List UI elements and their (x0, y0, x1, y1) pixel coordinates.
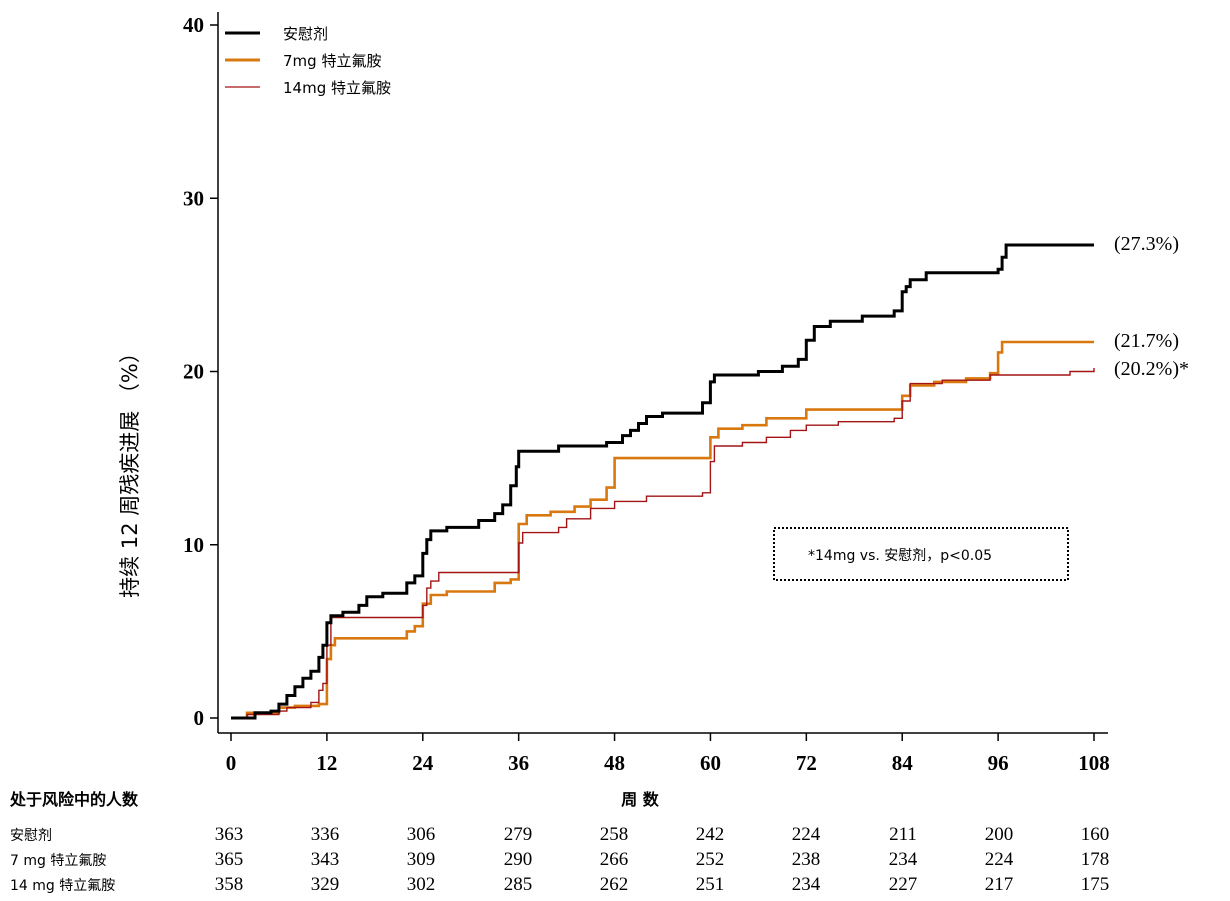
x-tick-label-0: 0 (226, 751, 237, 775)
risk-cell-r1-c9: 178 (1081, 849, 1110, 870)
significance-annotation: *14mg vs. 安慰剂，p<0.05 (773, 527, 1069, 581)
risk-cell-r1-c0: 365 (215, 849, 244, 870)
legend-label-14mg: 14mg 特立氟胺 (283, 79, 391, 97)
risk-cell-r1-c6: 238 (792, 849, 821, 870)
y-tick-label-3: 30 (183, 186, 204, 210)
risk-cell-r0-c8: 200 (985, 824, 1014, 845)
x-ticks: 0 12 24 36 48 60 72 84 96 108 (226, 733, 1110, 775)
y-tick-label-2: 20 (183, 360, 204, 384)
risk-cell-r2-c4: 262 (600, 874, 629, 895)
x-tick-label-5: 60 (700, 751, 721, 775)
risk-cell-r0-c3: 279 (504, 824, 533, 845)
series-line-teri14 (231, 368, 1095, 719)
series-line-placebo (231, 243, 1094, 720)
x-tick-label-7: 84 (892, 751, 914, 775)
risk-cell-r0-c0: 363 (215, 824, 244, 845)
legend-label-7mg: 7mg 特立氟胺 (283, 52, 381, 70)
risk-cell-r1-c7: 234 (889, 849, 918, 870)
risk-cell-r0-c7: 211 (889, 824, 917, 845)
risk-row-label-placebo: 安慰剂 (10, 827, 52, 844)
y-axis-label: 持续 12 周残疾进展 （%） (118, 342, 142, 598)
risk-cell-r2-c9: 175 (1081, 874, 1110, 895)
risk-cell-r2-c0: 358 (215, 874, 244, 895)
risk-cell-r2-c5: 251 (696, 874, 725, 895)
risk-cell-r2-c7: 227 (889, 874, 918, 895)
end-label-teri7: (21.7%) (1114, 330, 1179, 352)
risk-cell-r2-c2: 302 (407, 874, 436, 895)
y-tick-label-1: 10 (183, 533, 204, 557)
risk-cells: 363 336 306 279 258 242 224 211 200 160 365 343 309 2… (215, 824, 1110, 895)
risk-cell-r1-c2: 309 (407, 849, 436, 870)
legend-label-placebo: 安慰剂 (283, 25, 328, 43)
end-label-placebo: (27.3%) (1114, 233, 1179, 255)
annotation-box (773, 527, 1069, 581)
x-tick-label-1: 12 (316, 751, 337, 775)
risk-cell-r2-c1: 329 (311, 874, 340, 895)
risk-cell-r1-c4: 266 (600, 849, 629, 870)
x-tick-label-4: 48 (604, 751, 625, 775)
risk-cell-r0-c9: 160 (1081, 824, 1110, 845)
x-tick-label-9: 108 (1078, 751, 1110, 775)
x-axis-label: 周 数 (621, 790, 660, 809)
risk-table-title: 处于风险中的人数 (9, 790, 139, 809)
risk-cell-r2-c8: 217 (985, 874, 1014, 895)
risk-cell-r1-c1: 343 (311, 849, 340, 870)
legend: 安慰剂 7mg 特立氟胺 14mg 特立氟胺 (225, 25, 391, 97)
annotation-text: *14mg vs. 安慰剂，p<0.05 (808, 547, 992, 564)
risk-cell-r0-c2: 306 (407, 824, 436, 845)
risk-cell-r2-c6: 234 (792, 874, 821, 895)
end-labels: (27.3%) (21.7%) (20.2%)* (1114, 233, 1189, 380)
risk-row-label-7mg: 7 mg 特立氟胺 (10, 853, 106, 869)
x-tick-label-8: 96 (988, 751, 1009, 775)
risk-cell-r0-c1: 336 (311, 824, 340, 845)
risk-cell-r1-c3: 290 (504, 849, 533, 870)
y-tick-label-4: 40 (183, 13, 204, 37)
end-label-teri14: (20.2%)* (1114, 358, 1189, 380)
y-ticks: 0 10 20 30 40 (183, 13, 218, 730)
x-tick-label-6: 72 (796, 751, 817, 775)
series-layer (231, 243, 1095, 720)
risk-cell-r1-c8: 224 (985, 849, 1014, 870)
y-tick-label-0: 0 (194, 706, 205, 730)
x-tick-label-2: 24 (412, 751, 434, 775)
risk-cell-r0-c6: 224 (792, 824, 821, 845)
risk-cell-r2-c3: 285 (504, 874, 533, 895)
x-tick-label-3: 36 (508, 751, 529, 775)
risk-row-label-14mg: 14 mg 特立氟胺 (10, 878, 115, 894)
risk-table: 处于风险中的人数 安慰剂 7 mg 特立氟胺 14 mg 特立氟胺 363 336… (9, 790, 1109, 895)
risk-cell-r0-c5: 242 (696, 824, 725, 845)
risk-cell-r1-c5: 252 (696, 849, 725, 870)
risk-cell-r0-c4: 258 (600, 824, 629, 845)
